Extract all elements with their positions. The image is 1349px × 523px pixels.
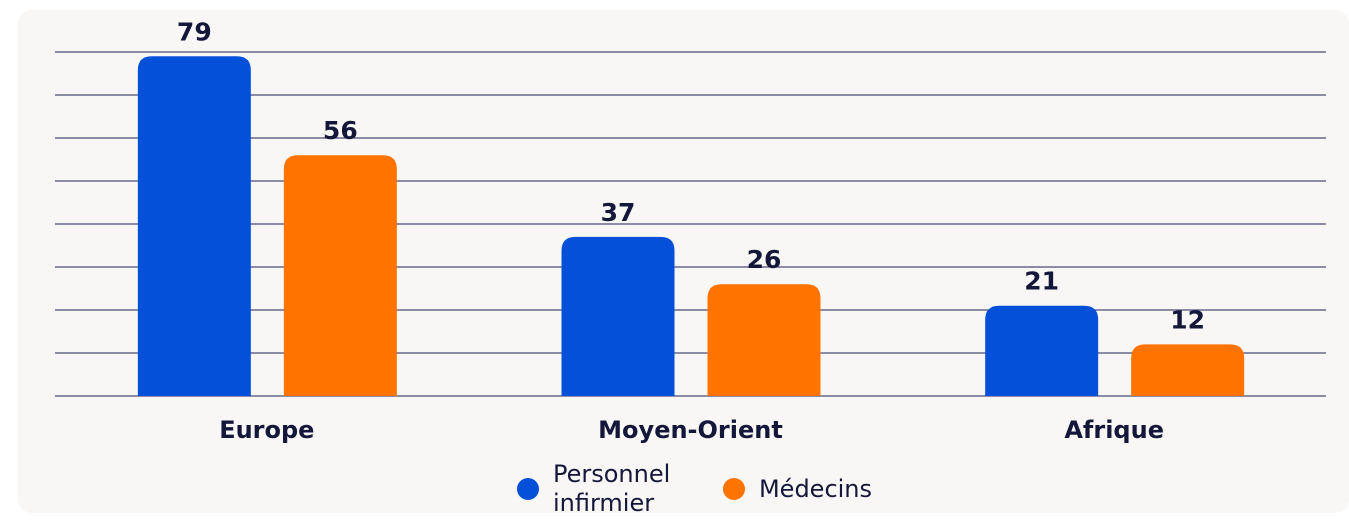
x-tick-label: Moyen-Orient [598,416,783,444]
bar [985,305,1099,396]
data-label: 56 [323,116,358,145]
legend-swatch [516,478,539,500]
plot: Europe 79 56 Moyen-Orient 37 26 Afrique 21 12 [55,17,1326,444]
legend-label: Médecins [758,474,873,503]
legend-item: Personnel infirmier [516,460,693,518]
bar [707,284,821,396]
x-tick-label: Afrique [1064,416,1164,444]
data-label: 37 [601,198,636,227]
bar [1131,344,1245,396]
legend-item: Médecins [722,474,873,504]
bar [137,56,251,397]
legend-label: Personnel infirmier [552,460,671,517]
bar [283,155,397,396]
data-label: 12 [1170,305,1205,334]
bar [561,236,675,396]
data-label: 79 [177,17,212,46]
data-label: 21 [1024,267,1059,296]
legend: Personnel infirmier Médecins [0,460,1349,518]
legend-swatch [722,478,745,500]
data-label: 26 [747,245,782,274]
x-tick-label: Europe [219,416,314,444]
